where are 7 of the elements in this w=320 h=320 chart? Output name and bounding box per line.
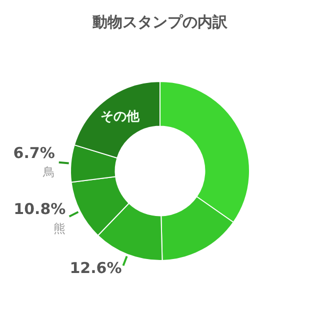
data-label: 6.7% bbox=[13, 144, 55, 162]
slice-label: 熊 bbox=[54, 221, 66, 236]
chart-title: 動物スタンプの内訳 bbox=[92, 12, 228, 31]
data-label: 12.6% bbox=[70, 259, 122, 278]
slice-label: 鳥 bbox=[42, 165, 55, 180]
slice-label: その他 bbox=[100, 109, 141, 124]
data-label: 10.8% bbox=[14, 200, 66, 218]
